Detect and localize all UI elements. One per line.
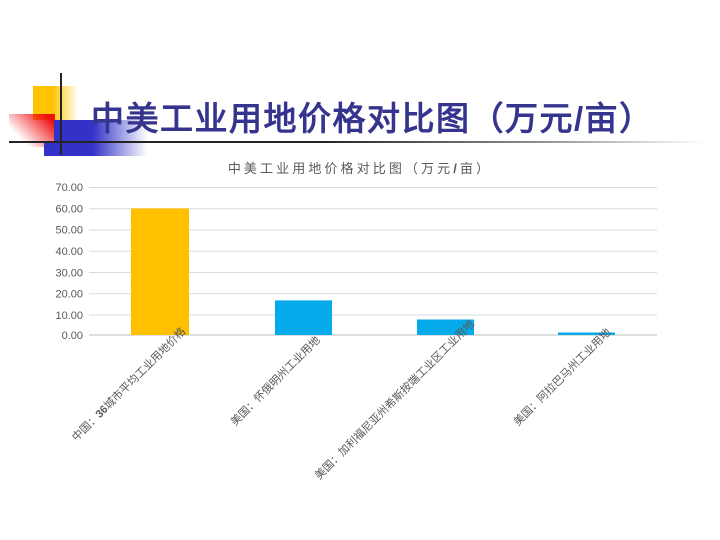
svg-text:20.00: 20.00 <box>55 289 83 301</box>
svg-text:0.00: 0.00 <box>62 330 83 342</box>
svg-text:10.00: 10.00 <box>55 310 83 322</box>
svg-text:40.00: 40.00 <box>55 246 83 258</box>
svg-text:30.00: 30.00 <box>55 268 83 280</box>
svg-text:70.00: 70.00 <box>55 182 83 194</box>
svg-text:60.00: 60.00 <box>55 204 83 216</box>
svg-text:50.00: 50.00 <box>55 225 83 237</box>
